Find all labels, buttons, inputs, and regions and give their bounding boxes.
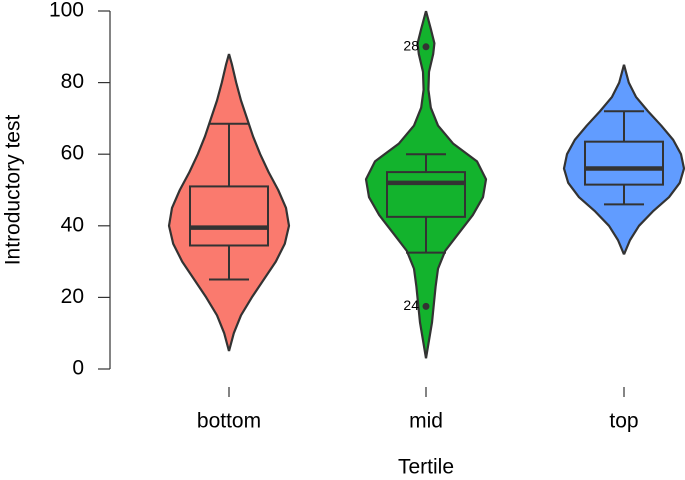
y-tick-label: 100 xyxy=(49,0,84,22)
x-tick-label: top xyxy=(609,410,638,433)
x-axis-label: Tertile xyxy=(398,456,454,479)
violin-fill xyxy=(169,53,229,352)
y-tick-label: 80 xyxy=(61,70,84,93)
outlier-label: 28 xyxy=(403,38,419,54)
x-tick-label: bottom xyxy=(197,410,261,433)
box xyxy=(584,140,664,186)
y-tick-label: 0 xyxy=(72,357,84,380)
violin-outline xyxy=(622,64,685,255)
violin-fill xyxy=(229,53,289,352)
violin-outline xyxy=(364,10,428,359)
y-tick-label: 60 xyxy=(61,142,84,165)
outlier-label: 24 xyxy=(403,297,419,313)
violin-outline xyxy=(167,53,231,352)
box xyxy=(386,171,466,218)
box xyxy=(189,185,269,247)
y-tick-label: 40 xyxy=(61,213,84,236)
x-tick-label: mid xyxy=(409,410,443,433)
violin-outline xyxy=(424,10,488,359)
violin-outline xyxy=(562,64,626,255)
violin-outline xyxy=(227,53,291,352)
outlier xyxy=(422,302,430,310)
outlier xyxy=(422,43,430,51)
y-tick-label: 20 xyxy=(61,285,84,308)
y-axis-label: Introductory test xyxy=(2,115,25,266)
